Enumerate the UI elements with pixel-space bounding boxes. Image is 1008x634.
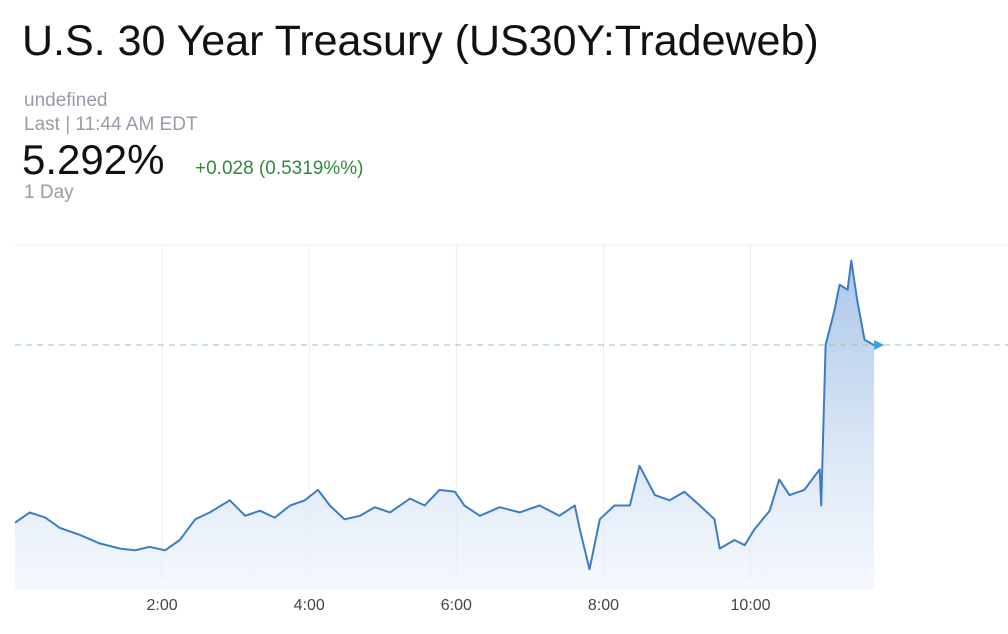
change: +0.028 (0.5319%%)	[195, 158, 363, 179]
last-marker	[874, 340, 885, 351]
line	[14, 259, 875, 571]
period: 1 Day	[24, 182, 74, 203]
last-price: 5.292%	[22, 136, 164, 183]
timestamp: Last | 11:44 AM EDT	[24, 114, 198, 135]
x-tick-label: 8:00	[588, 597, 619, 614]
title: U.S. 30 Year Treasury (US30Y:Tradeweb)	[22, 17, 819, 65]
x-tick-label: 6:00	[441, 597, 472, 614]
plot-area: 2:00 4:00 6:00 8:00 10:00	[14, 244, 1008, 614]
subtitle: undefined	[24, 90, 107, 111]
x-tick-label: 10:00	[731, 597, 771, 614]
x-tick-label: 4:00	[294, 597, 325, 614]
x-tick-label: 2:00	[147, 597, 178, 614]
area	[15, 260, 875, 590]
